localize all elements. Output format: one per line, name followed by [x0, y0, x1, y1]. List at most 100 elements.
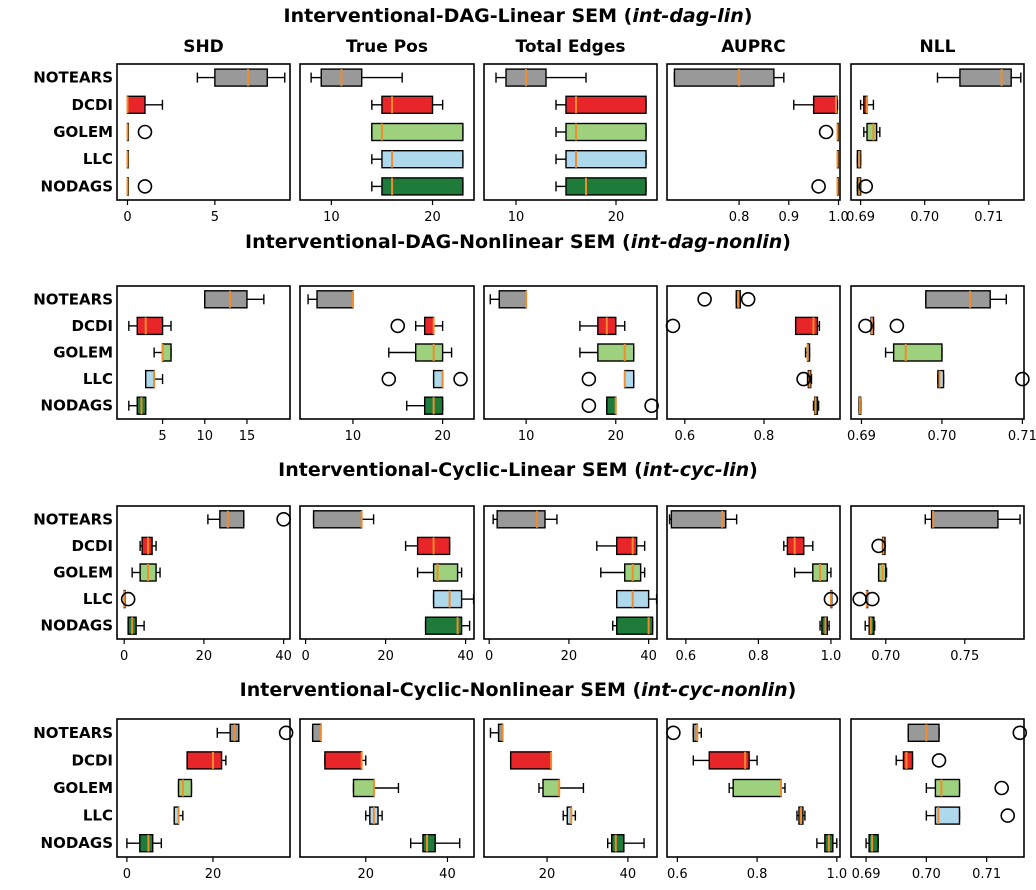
x-tick-label: 40 — [457, 649, 474, 664]
box-iqr — [673, 68, 775, 87]
row-title-italic: int-cyc-nonlin — [641, 679, 787, 701]
box-notears — [907, 723, 1028, 742]
box-nodags — [128, 396, 147, 415]
box-notears — [666, 723, 702, 742]
outlier-point — [1012, 725, 1028, 741]
box-llc — [562, 806, 577, 825]
box-iqr — [565, 122, 647, 142]
box-notears — [492, 510, 558, 529]
box-notears — [312, 510, 375, 529]
x-tick-label: 20 — [424, 210, 441, 225]
row-title: Interventional-DAG-Nonlinear SEM (int-da… — [245, 231, 791, 253]
box-iqr — [161, 343, 172, 362]
box-nodags — [127, 616, 145, 635]
x-tick-label: 10 — [508, 210, 525, 225]
box-dcdi — [783, 536, 814, 556]
panel: 0 20 — [116, 718, 294, 882]
panel: 0.69 0.70 0.71 — [850, 718, 1028, 882]
box-iqr — [422, 834, 436, 853]
row-title-italic: int-dag-nonlin — [631, 231, 783, 253]
box-golem — [177, 778, 193, 798]
outlier-point — [120, 591, 136, 607]
x-tick-label: 0.69 — [852, 867, 881, 882]
box-nodags — [858, 396, 862, 415]
method-label: LLC — [83, 807, 113, 825]
x-tick-label: 0 — [123, 867, 131, 882]
box-dcdi — [371, 95, 444, 115]
outlier-point — [931, 753, 947, 768]
x-tick-label: 20 — [205, 867, 222, 882]
method-label: NOTEARS — [33, 290, 113, 308]
box-llc — [925, 806, 1016, 825]
box-nodags — [555, 177, 647, 196]
box-llc — [836, 149, 840, 169]
x-tick-label: 0.8 — [748, 649, 769, 664]
x-tick-label: 0.70 — [871, 649, 900, 664]
box-iqr — [509, 751, 552, 770]
x-tick-label: 40 — [640, 649, 657, 664]
x-tick-label: 40 — [620, 867, 637, 882]
x-tick-label: 0.6 — [667, 867, 688, 882]
box-dcdi — [793, 95, 839, 115]
box-golem — [877, 563, 888, 582]
box-notears — [673, 68, 785, 87]
panel: 0.6 0.8 1.0 — [666, 718, 847, 882]
panel-frame — [116, 285, 291, 420]
x-tick-label: 1.0 — [821, 649, 842, 664]
box-llc — [852, 589, 880, 609]
box-iqr — [144, 369, 155, 389]
box-nodags — [819, 616, 830, 635]
box-notears — [697, 290, 756, 309]
method-label: NODAGS — [41, 834, 113, 852]
box-iqr — [907, 723, 940, 742]
box-iqr — [316, 290, 354, 309]
box-iqr — [415, 343, 444, 362]
x-tick-label: 0.70 — [912, 867, 941, 882]
method-label: LLC — [83, 590, 113, 608]
box-iqr — [423, 316, 435, 336]
panel-frame — [116, 718, 291, 858]
x-tick-label: 0.71 — [974, 210, 1003, 225]
box-nodags — [581, 396, 659, 415]
x-tick-label: 0.9 — [778, 210, 799, 225]
box-iqr — [934, 806, 961, 825]
row-title-close: ) — [749, 459, 758, 481]
box-nodags — [126, 177, 153, 196]
box-iqr — [139, 834, 154, 853]
box-notears — [307, 290, 354, 309]
box-iqr — [381, 177, 464, 196]
box-iqr — [126, 95, 146, 115]
box-iqr — [381, 149, 464, 169]
x-tick-label: 5 — [158, 429, 166, 444]
box-iqr — [934, 778, 961, 798]
box-notears — [311, 723, 322, 742]
box-dcdi — [555, 95, 647, 115]
panel: 10 20 — [483, 285, 659, 444]
box-notears — [936, 68, 1022, 87]
outlier-point — [665, 318, 681, 334]
panel: 5 10 15 — [116, 285, 291, 444]
box-iqr — [565, 177, 647, 196]
box-llc — [173, 806, 184, 825]
box-dcdi — [859, 95, 875, 115]
row-title-main: Interventional-Cyclic-Linear SEM ( — [278, 459, 643, 481]
box-iqr — [616, 616, 654, 635]
method-label: LLC — [83, 370, 113, 388]
x-tick-label: 20 — [377, 649, 394, 664]
row-title: Interventional-Cyclic-Nonlinear SEM (int… — [240, 679, 797, 701]
box-llc — [581, 369, 635, 389]
box-llc — [616, 589, 658, 609]
box-nodags — [865, 834, 879, 853]
panel: 0 20 40 — [299, 505, 475, 664]
row-title-close: ) — [782, 231, 791, 253]
outlier-point — [823, 591, 839, 607]
box-llc — [432, 589, 475, 609]
panel-frame — [850, 505, 1025, 640]
box-iqr — [892, 343, 943, 362]
box-iqr — [432, 589, 463, 609]
box-nodags — [864, 616, 876, 635]
x-tick-label: 0 — [301, 649, 309, 664]
outlier-point — [818, 124, 834, 140]
panel: 0 20 40 — [116, 505, 292, 664]
box-dcdi — [126, 95, 164, 115]
